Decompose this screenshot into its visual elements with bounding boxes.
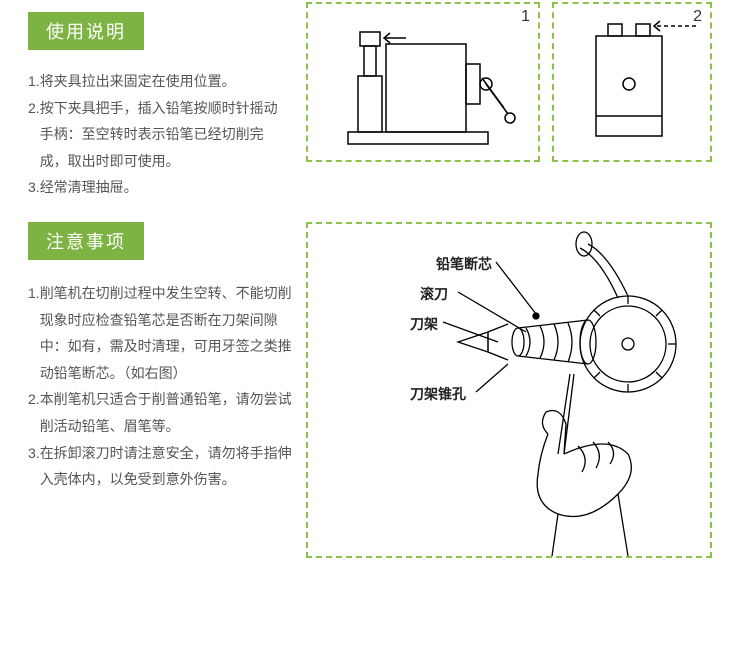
usage-header: 使用说明 (28, 12, 144, 50)
caution-item-text: 在拆卸滚刀时请注意安全，请勿将手指伸入壳体内，以免受到意外伤害。 (40, 440, 293, 493)
usage-item: 2. 按下夹具把手，插入铅笔按顺时针摇动手柄：至空转时表示铅笔已经切削完成，取出… (28, 95, 288, 175)
sharpener-side-icon (308, 4, 542, 164)
caution-item-num: 3. (28, 440, 40, 493)
usage-list: 1. 将夹具拉出来固定在使用位置。 2. 按下夹具把手，插入铅笔按顺时针摇动手柄… (28, 68, 288, 201)
caution-item-num: 1. (28, 280, 40, 386)
diagram-box-1: 1 (306, 2, 540, 162)
usage-item-num: 1. (28, 68, 40, 95)
usage-item-text: 按下夹具把手，插入铅笔按顺时针摇动手柄：至空转时表示铅笔已经切削完成，取出时即可… (40, 95, 288, 175)
sharpener-front-icon (554, 4, 714, 164)
usage-item: 1. 将夹具拉出来固定在使用位置。 (28, 68, 288, 95)
caution-item-num: 2. (28, 386, 40, 439)
caution-header: 注意事项 (28, 222, 144, 260)
usage-header-text: 使用说明 (46, 22, 126, 42)
usage-item-text: 经常清理抽屉。 (40, 174, 288, 201)
caution-item: 3. 在拆卸滚刀时请注意安全，请勿将手指伸入壳体内，以免受到意外伤害。 (28, 440, 293, 493)
caution-list: 1. 削笔机在切削过程中发生空转、不能切削现象时应检查铅笔芯是否断在刀架间隙中：… (28, 280, 293, 493)
usage-item-text: 将夹具拉出来固定在使用位置。 (40, 68, 288, 95)
cutter-mechanism-icon (308, 224, 714, 560)
caution-item-text: 削笔机在切削过程中发生空转、不能切削现象时应检查铅笔芯是否断在刀架间隙中：如有，… (40, 280, 293, 386)
usage-item-num: 2. (28, 95, 40, 175)
usage-item-num: 3. (28, 174, 40, 201)
caution-item: 2. 本削笔机只适合于削普通铅笔，请勿尝试削活动铅笔、眉笔等。 (28, 386, 293, 439)
caution-header-text: 注意事项 (46, 232, 126, 252)
usage-item: 3. 经常清理抽屉。 (28, 174, 288, 201)
diagram-box-2: 2 (552, 2, 712, 162)
caution-item-text: 本削笔机只适合于削普通铅笔，请勿尝试削活动铅笔、眉笔等。 (40, 386, 293, 439)
caution-item: 1. 削笔机在切削过程中发生空转、不能切削现象时应检查铅笔芯是否断在刀架间隙中：… (28, 280, 293, 386)
diagram-box-3: 铅笔断芯 滚刀 刀架 刀架锥孔 (306, 222, 712, 558)
